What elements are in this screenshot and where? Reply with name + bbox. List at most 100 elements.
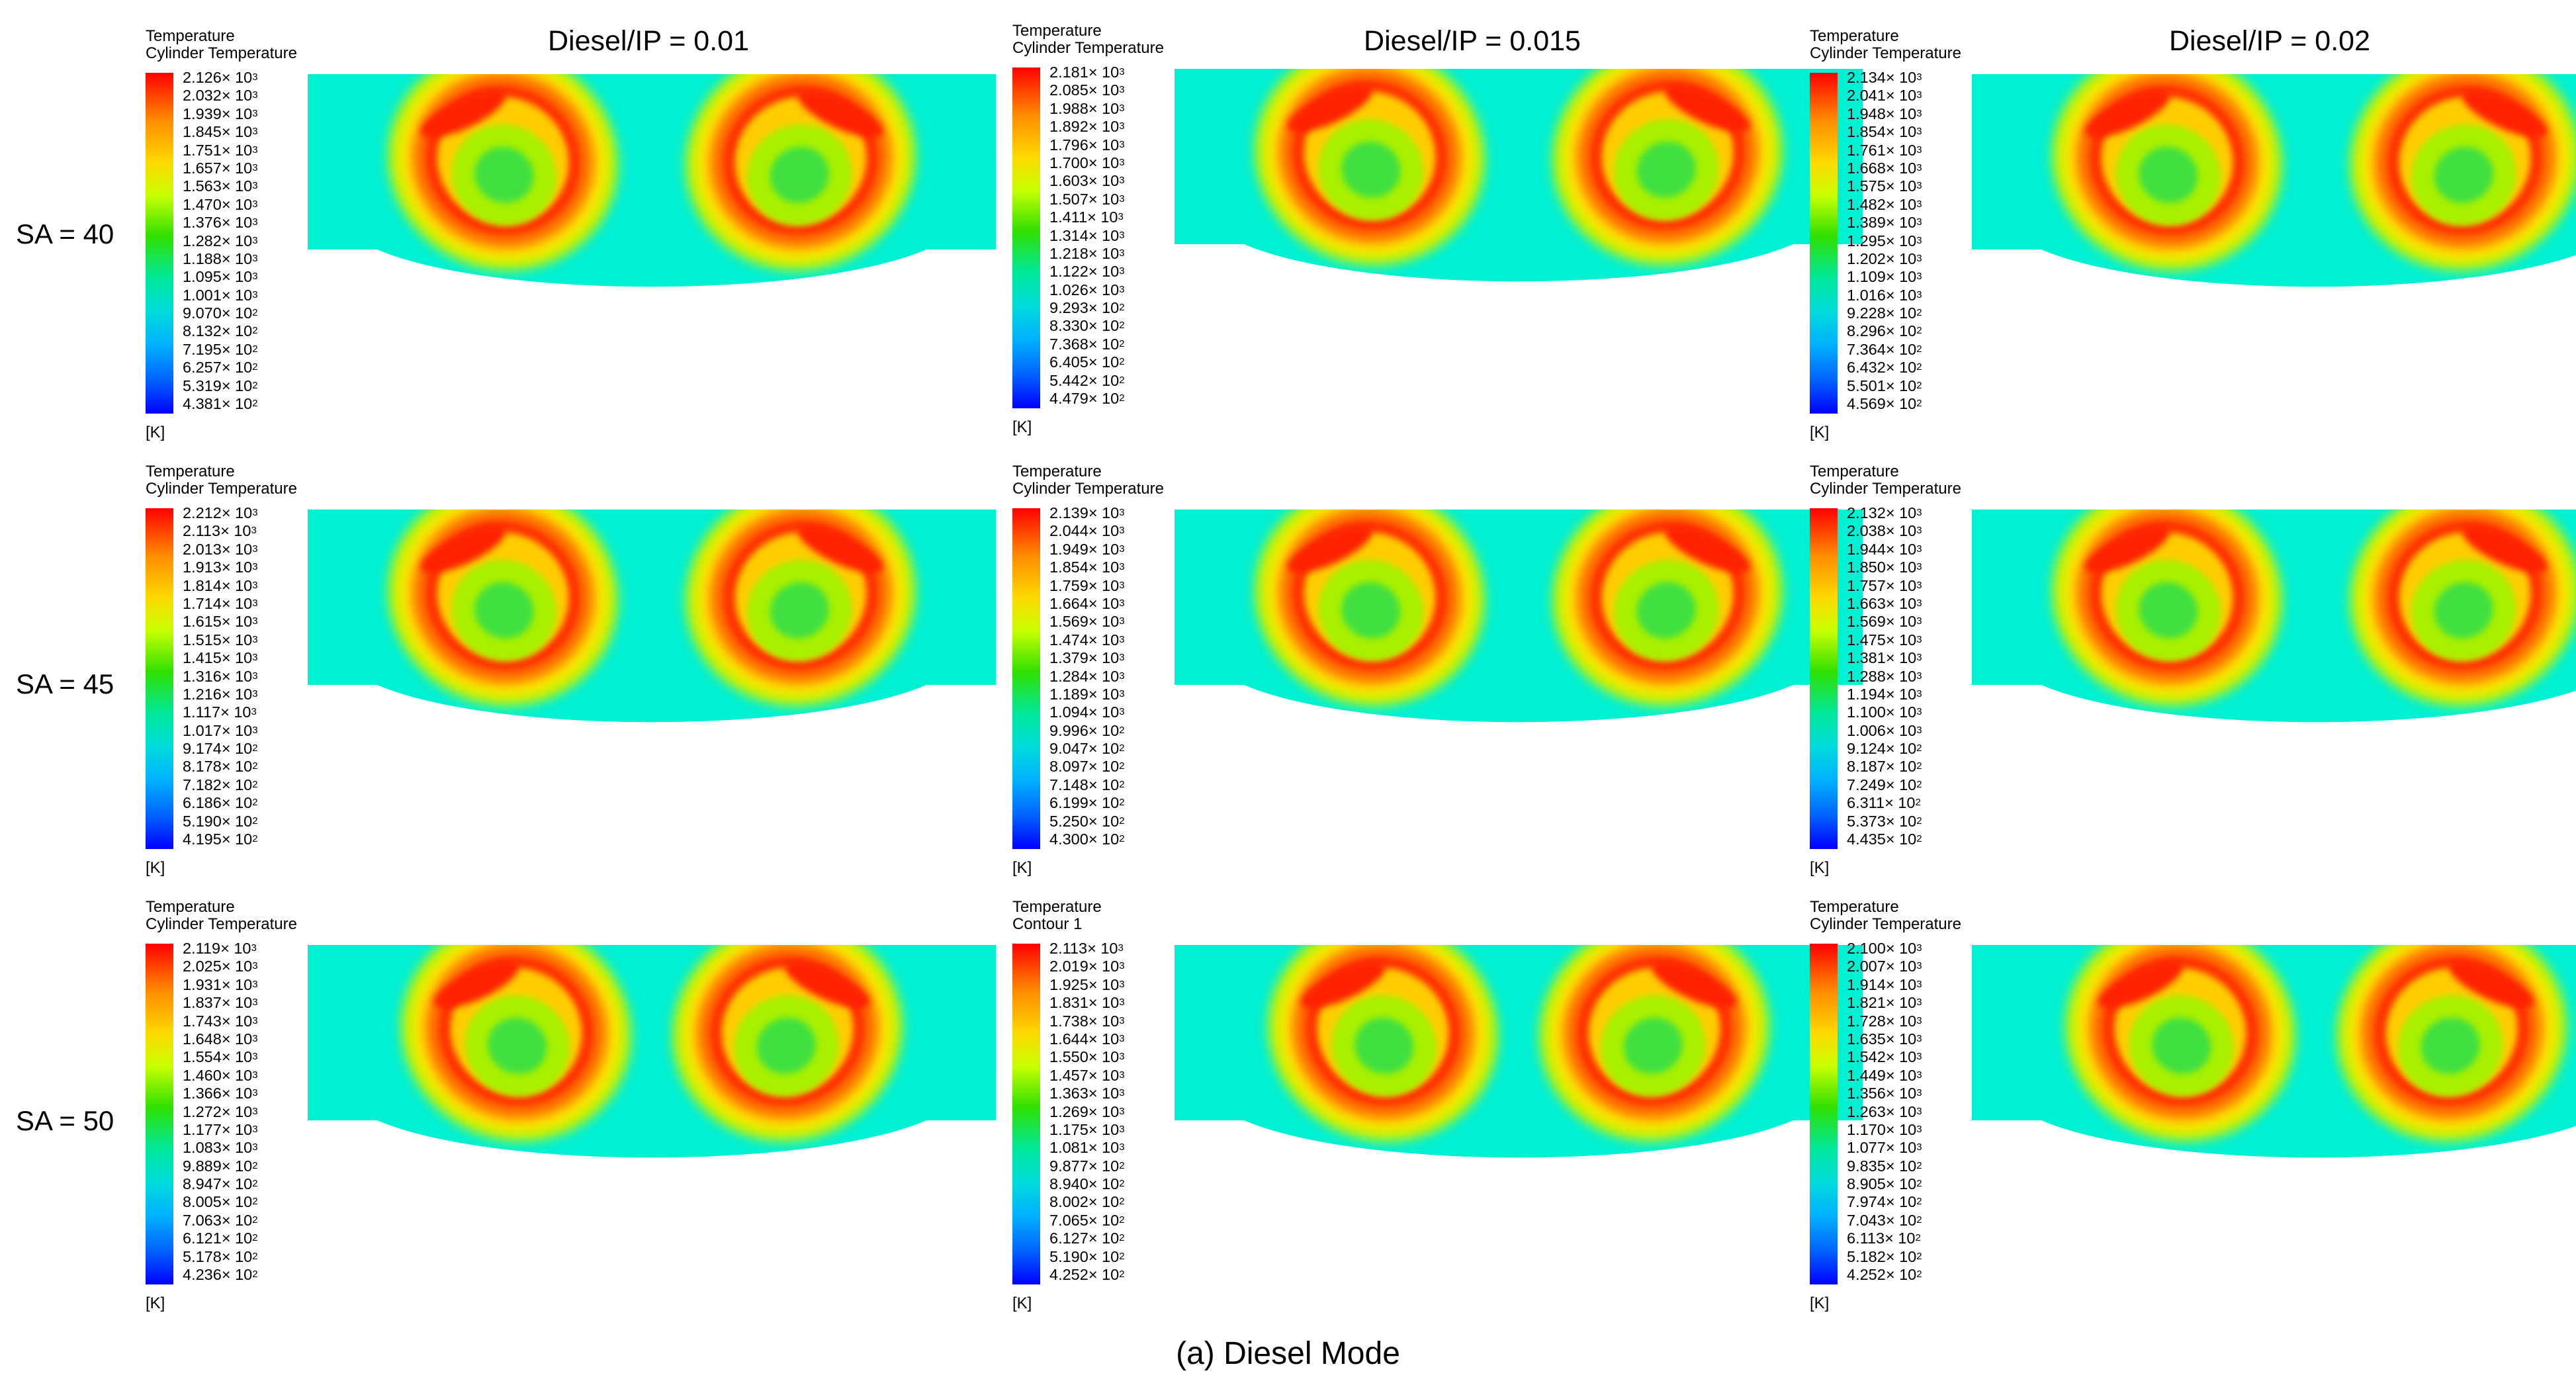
tick-mantissa: 8.330	[1049, 317, 1088, 335]
tick-base: 10	[1102, 758, 1120, 776]
colorbar-tick-label: 1.837× 103	[183, 994, 258, 1012]
colorbar-tick-label: 1.648× 103	[183, 1030, 258, 1048]
tick-mantissa: 8.905	[1847, 1175, 1886, 1193]
colorbar-tick-label: 1.094× 103	[1049, 703, 1125, 721]
colorbar-tick-label: 5.442× 102	[1049, 371, 1125, 389]
tick-base: 10	[1102, 226, 1120, 244]
tick-base: 10	[235, 69, 253, 86]
colorbar	[1810, 508, 1838, 849]
tick-exponent: 3	[252, 1123, 258, 1135]
tick-exponent: 2	[1119, 1196, 1125, 1208]
temperature-contour-plot	[308, 510, 996, 723]
colorbar-tick-label: 4.435× 102	[1847, 830, 1922, 848]
tick-exponent: 2	[1916, 1178, 1922, 1190]
tick-exponent: 3	[252, 1051, 258, 1063]
tick-exponent: 3	[252, 144, 258, 156]
tick-mantissa: 5.501	[1847, 377, 1886, 394]
legend-title: Temperature	[1810, 27, 1899, 45]
tick-base: 10	[1102, 1066, 1120, 1084]
tick-base: 10	[1899, 703, 1917, 721]
colorbar-tick-label: 9.996× 102	[1049, 721, 1125, 739]
colorbar-tick-label: 7.148× 102	[1049, 776, 1125, 793]
tick-base: 10	[1102, 1211, 1120, 1229]
tick-mantissa: 4.479	[1049, 390, 1088, 408]
legend-unit: [K]	[1012, 1294, 1032, 1312]
flame-lobe	[2065, 945, 2295, 1142]
tick-exponent: 3	[1916, 271, 1922, 283]
colorbar-tick-label: 2.134× 103	[1847, 69, 1922, 86]
tick-mantissa: 1.316	[183, 667, 222, 685]
colorbar-tick-label: 1.569× 103	[1049, 613, 1125, 631]
colorbar-tick-label: 9.228× 102	[1847, 304, 1922, 322]
tick-mantissa: 1.449	[1847, 1066, 1886, 1084]
flame-lobe	[401, 945, 631, 1142]
tick-mantissa: 5.190	[1049, 1247, 1088, 1265]
colorbar-tick-label: 4.252× 102	[1847, 1266, 1922, 1284]
tick-exponent: 3	[1119, 1142, 1125, 1153]
tick-base: 10	[1899, 87, 1917, 105]
colorbar-tick-label: 6.257× 102	[183, 359, 258, 377]
colorbar-tick-label: 5.178× 102	[183, 1247, 258, 1265]
tick-mantissa: 1.381	[1847, 649, 1886, 667]
tick-mantissa: 1.470	[183, 195, 222, 213]
colorbar-tick-label: 1.475× 103	[1847, 631, 1922, 649]
colorbar-tick-label: 1.821× 103	[1847, 994, 1922, 1012]
tick-exponent: 3	[252, 252, 258, 264]
colorbar-tick-label: 1.100× 103	[1847, 703, 1922, 721]
legend: Temperature Cylinder Temperature 2.134× 10…	[1810, 28, 2002, 445]
tick-base: 10	[235, 1211, 253, 1229]
tick-mantissa: 8.296	[1847, 322, 1886, 340]
tick-mantissa: 1.657	[183, 159, 222, 177]
tick-mantissa: 1.757	[1847, 576, 1886, 594]
tick-exponent: 3	[1916, 670, 1922, 682]
tick-mantissa: 1.379	[1049, 649, 1088, 667]
panel-sa50-dip0015: Temperature Contour 1 2.113× 103 2.019× 103…	[1012, 899, 1863, 1316]
tick-mantissa: 2.132	[1847, 504, 1886, 521]
tick-base: 10	[1899, 1175, 1917, 1193]
colorbar-tick-label: 7.974× 102	[1847, 1193, 1922, 1211]
tick-base: 10	[1899, 559, 1917, 576]
tick-exponent: 2	[1916, 815, 1922, 827]
tick-mantissa: 9.228	[1847, 304, 1886, 322]
colorbar-tick-label: 1.288× 103	[1847, 667, 1922, 685]
tick-mantissa: 1.644	[1049, 1030, 1088, 1048]
colorbar-tick-label: 1.081× 103	[1049, 1139, 1125, 1157]
colorbar	[1012, 67, 1040, 408]
colorbar-tick-label: 1.117× 103	[183, 703, 257, 721]
tick-mantissa: 1.892	[1049, 118, 1088, 136]
tick-exponent: 3	[1119, 283, 1125, 295]
tick-base: 10	[1102, 994, 1120, 1012]
tick-mantissa: 1.177	[183, 1120, 222, 1138]
tick-exponent: 3	[1916, 706, 1922, 718]
colorbar-tick-label: 1.263× 103	[1847, 1102, 1922, 1120]
legend-subtitle: Cylinder Temperature	[1810, 44, 1961, 62]
tick-mantissa: 1.356	[1847, 1085, 1886, 1102]
tick-exponent: 3	[1119, 247, 1125, 259]
tick-base: 10	[1102, 975, 1120, 993]
tick-exponent: 3	[1119, 507, 1125, 518]
tick-mantissa: 1.482	[1847, 195, 1886, 213]
colorbar-tick-label: 1.814× 103	[183, 576, 258, 594]
tick-base: 10	[1102, 317, 1120, 335]
tick-mantissa: 1.366	[183, 1085, 222, 1102]
colorbar	[1012, 508, 1040, 849]
tick-mantissa: 1.854	[1847, 123, 1886, 141]
temperature-contour-plot	[1175, 69, 1863, 282]
legend-unit: [K]	[1810, 1294, 1830, 1312]
tick-mantissa: 9.996	[1049, 721, 1088, 739]
tick-exponent: 3	[1119, 561, 1125, 573]
tick-mantissa: 2.113	[1049, 940, 1088, 957]
tick-base: 10	[235, 975, 253, 993]
tick-exponent: 2	[1119, 320, 1125, 332]
tick-exponent: 2	[1916, 343, 1922, 355]
tick-mantissa: 1.081	[1049, 1139, 1088, 1157]
tick-exponent: 3	[1916, 615, 1922, 627]
colorbar	[1810, 73, 1838, 414]
tick-base: 10	[1102, 64, 1120, 81]
colorbar-ticks: 2.100× 103 2.007× 103 1.914× 103 1.821× 103…	[1847, 940, 1999, 1294]
tick-exponent: 3	[1916, 144, 1922, 156]
tick-base: 10	[235, 322, 253, 340]
colorbar-tick-label: 8.947× 102	[183, 1175, 258, 1193]
tick-base: 10	[1102, 522, 1120, 540]
tick-base: 10	[235, 268, 253, 286]
